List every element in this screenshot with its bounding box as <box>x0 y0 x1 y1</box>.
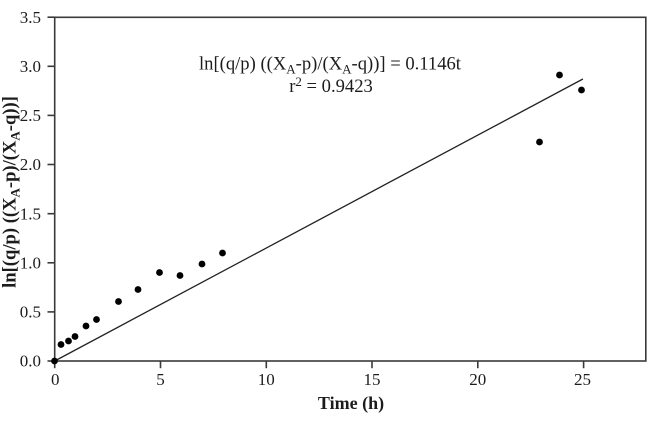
svg-text:ln[(q/p) ((XA-p)/(XA-q))] = 0.: ln[(q/p) ((XA-p)/(XA-q))] = 0.1146t <box>199 53 462 76</box>
svg-text:3.5: 3.5 <box>20 8 41 27</box>
svg-text:0.5: 0.5 <box>20 303 41 322</box>
svg-text:25: 25 <box>574 370 591 389</box>
svg-text:2.0: 2.0 <box>20 155 41 174</box>
svg-text:0.0: 0.0 <box>20 352 41 371</box>
svg-text:20: 20 <box>469 370 486 389</box>
svg-text:2.5: 2.5 <box>20 106 41 125</box>
svg-text:1.5: 1.5 <box>20 204 41 223</box>
svg-text:Time (h): Time (h) <box>318 393 384 414</box>
svg-text:ln[(q/p) ((XA-p)/(XA-q))]: ln[(q/p) ((XA-p)/(XA-q))] <box>0 96 23 288</box>
svg-text:10: 10 <box>258 370 275 389</box>
svg-text:r2 = 0.9423: r2 = 0.9423 <box>289 74 373 97</box>
svg-text:15: 15 <box>364 370 381 389</box>
svg-text:1.0: 1.0 <box>20 254 41 273</box>
svg-text:5: 5 <box>156 370 165 389</box>
svg-text:0: 0 <box>51 370 60 389</box>
svg-text:3.0: 3.0 <box>20 57 41 76</box>
